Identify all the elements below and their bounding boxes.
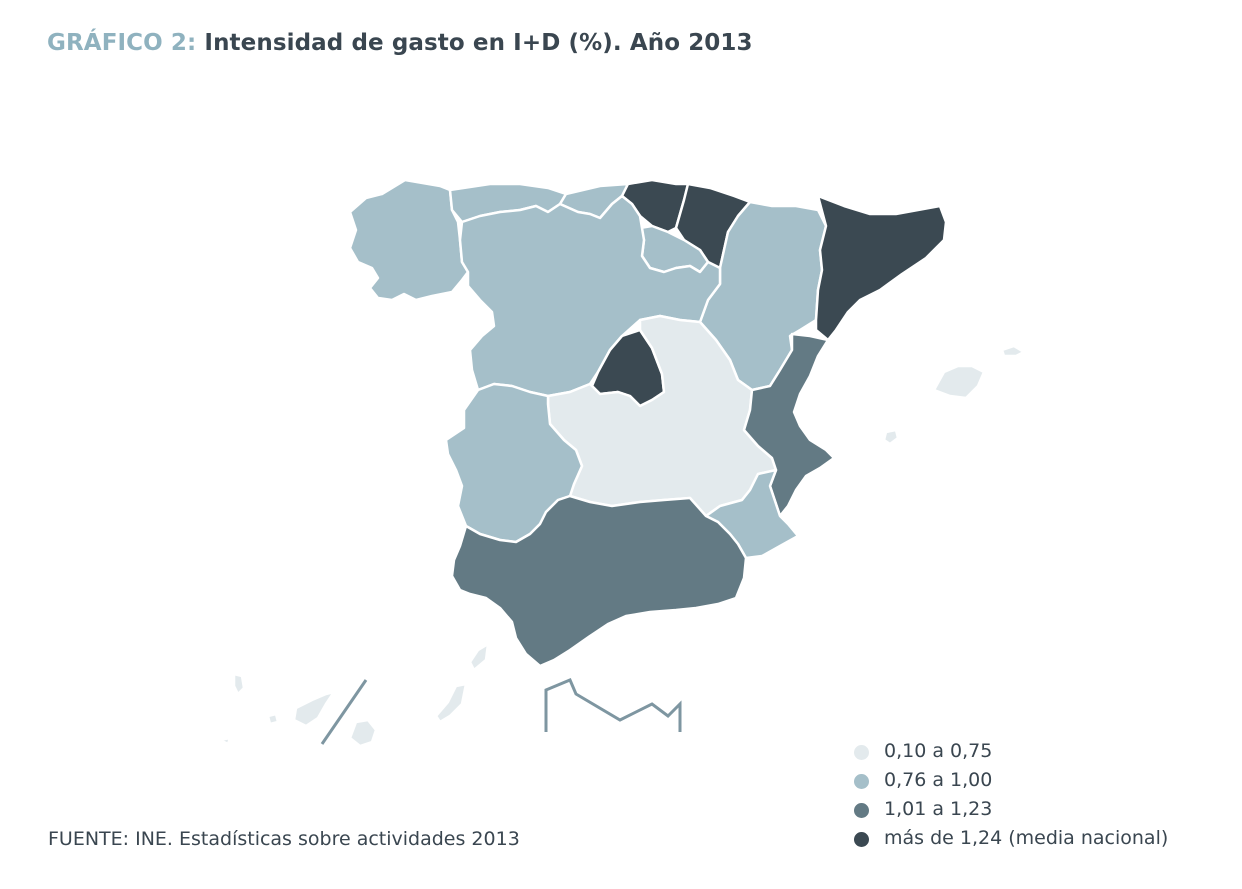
chart-title-main: Intensidad de gasto en I+D (%). Año 2013 bbox=[204, 30, 753, 56]
legend-label: 0,76 a 1,00 bbox=[884, 769, 993, 791]
chart-title: GRÁFICO 2: Intensidad de gasto en I+D (%… bbox=[47, 30, 753, 56]
region-baleares-mallorca[interactable] bbox=[932, 364, 986, 400]
region-canarias-fuerteventura[interactable] bbox=[434, 682, 468, 724]
legend-label: 1,01 a 1,23 bbox=[884, 798, 993, 820]
region-comunidad-valenciana[interactable] bbox=[742, 332, 836, 518]
ceuta-melilla-inset-line bbox=[544, 678, 682, 732]
region-baleares-menorca[interactable] bbox=[1000, 344, 1026, 358]
region-canarias-gomera[interactable] bbox=[266, 712, 280, 726]
region-galicia[interactable] bbox=[348, 178, 470, 302]
legend-label: 0,10 a 0,75 bbox=[884, 740, 993, 762]
legend-swatch bbox=[854, 832, 869, 847]
region-cataluna[interactable] bbox=[814, 194, 948, 342]
source-note: FUENTE: INE. Estadísticas sobre activida… bbox=[48, 828, 520, 850]
region-andalucia[interactable] bbox=[450, 494, 748, 668]
legend-swatch bbox=[854, 803, 869, 818]
canarias-separator-line bbox=[320, 679, 368, 745]
region-baleares-ibiza[interactable] bbox=[882, 428, 900, 446]
region-canarias-hierro[interactable] bbox=[218, 736, 232, 746]
region-canarias-gran-canaria[interactable] bbox=[348, 718, 378, 748]
region-canarias-la-palma[interactable] bbox=[232, 672, 246, 696]
legend-swatch bbox=[854, 745, 869, 760]
region-castilla-y-leon[interactable] bbox=[458, 194, 722, 398]
chart-title-prefix: GRÁFICO 2: bbox=[47, 30, 197, 56]
region-canarias-lanzarote[interactable] bbox=[468, 642, 490, 672]
legend-label: más de 1,24 (media nacional) bbox=[884, 827, 1169, 849]
legend-swatch bbox=[854, 774, 869, 789]
region-canarias-tenerife[interactable] bbox=[292, 690, 336, 728]
